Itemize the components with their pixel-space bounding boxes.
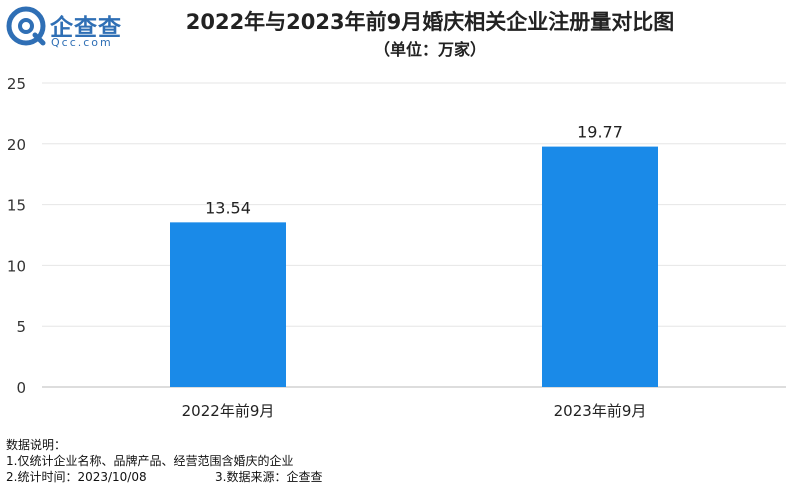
y-tick-label: 25 xyxy=(7,75,26,93)
notes-line-2: 2.统计时间：2023/10/08 xyxy=(6,470,147,484)
y-tick-label: 15 xyxy=(7,197,26,215)
bar-chart: 0 5 10 15 20 25 13.54 2022年前9月 19.77 2023年前9月 xyxy=(7,75,786,420)
y-tick-label: 10 xyxy=(7,257,26,275)
y-tick-label: 0 xyxy=(16,379,26,397)
brand-logo: 企查查 Qcc.com xyxy=(6,6,136,50)
bar xyxy=(170,222,286,387)
notes-line-3: 3.数据来源：企查查 xyxy=(215,470,323,484)
bar-value-label: 19.77 xyxy=(577,123,623,142)
notes-line-1: 1.仅统计企业名称、品牌产品、经营范围含婚庆的企业 xyxy=(6,454,294,468)
y-tick-label: 20 xyxy=(7,136,26,154)
y-tick-label: 5 xyxy=(16,318,26,336)
notes-heading: 数据说明： xyxy=(6,438,67,452)
data-notes: 数据说明： 1.仅统计企业名称、品牌产品、经营范围含婚庆的企业 2.统计时间：2… xyxy=(6,437,322,485)
x-category-label: 2023年前9月 xyxy=(554,402,647,420)
chart-title: 2022年与2023年前9月婚庆相关企业注册量对比图 xyxy=(185,10,675,34)
chart-subtitle: （单位：万家） xyxy=(373,40,486,59)
brand-name: 企查查 xyxy=(50,15,122,41)
x-category-label: 2022年前9月 xyxy=(182,402,275,420)
bar xyxy=(542,146,658,387)
brand-logo-icon xyxy=(6,6,46,46)
bar-value-label: 13.54 xyxy=(205,198,251,217)
brand-domain: Qcc.com xyxy=(51,36,113,49)
